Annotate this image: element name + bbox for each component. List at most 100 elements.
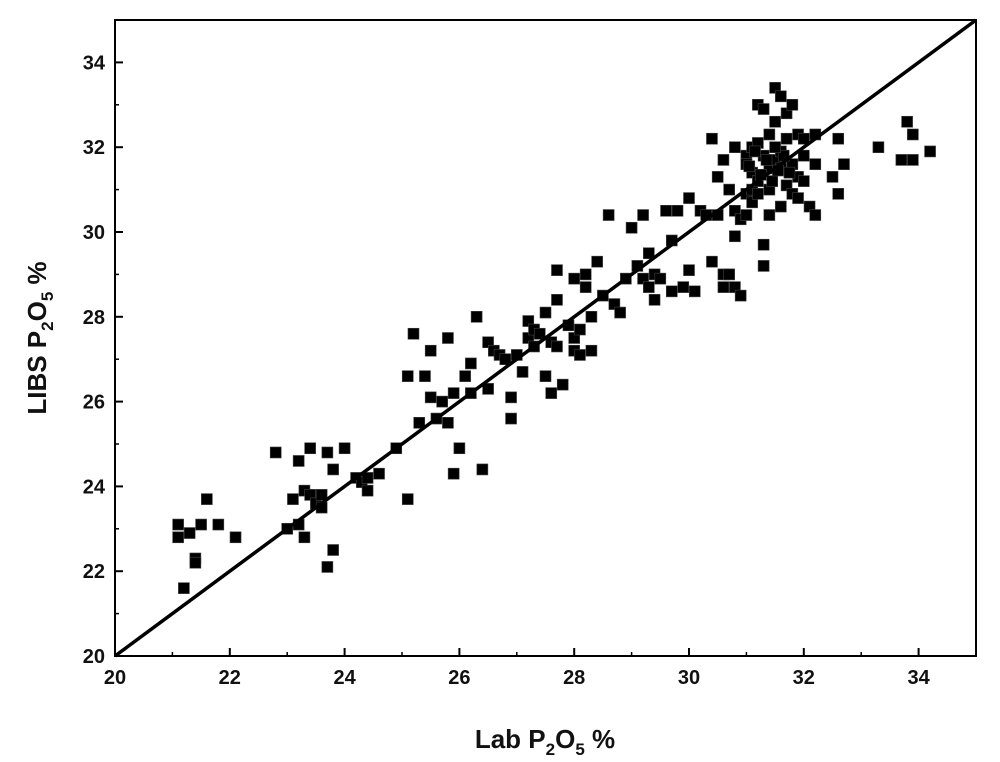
data-point (706, 255, 718, 268)
data-point (797, 149, 810, 162)
data-point (499, 353, 512, 366)
data-point (361, 472, 374, 484)
x-axis-title-sub2: 5 (575, 740, 584, 759)
x-tick-label: 22 (219, 667, 241, 689)
data-point (723, 268, 735, 281)
data-point (723, 183, 735, 196)
data-point (591, 255, 603, 268)
data-point (178, 582, 190, 594)
data-point (648, 294, 661, 306)
data-point (907, 128, 919, 141)
data-point (413, 416, 426, 429)
data-point (809, 158, 822, 170)
data-point (533, 327, 546, 340)
data-point (783, 166, 796, 179)
data-point (436, 395, 448, 408)
data-point (321, 561, 334, 573)
data-point (643, 281, 655, 293)
y-axis-title-tail: % (22, 261, 52, 291)
data-point (298, 531, 311, 544)
data-point (579, 281, 592, 293)
data-point (717, 281, 730, 293)
data-point (832, 188, 845, 200)
data-point (505, 391, 517, 404)
data-point (760, 154, 773, 166)
data-point (683, 264, 695, 276)
x-tick-label: 32 (793, 667, 815, 689)
data-point (574, 323, 586, 336)
data-point (797, 132, 810, 145)
data-point (321, 446, 334, 459)
y-tick-label: 34 (83, 52, 106, 74)
data-point (832, 132, 845, 145)
data-point (585, 310, 598, 323)
y-tick-label: 24 (83, 476, 106, 498)
data-point (671, 205, 684, 217)
y-tick-label: 26 (83, 392, 105, 414)
data-point (838, 158, 850, 170)
data-point (711, 171, 724, 183)
data-point (373, 467, 385, 480)
data-point (574, 349, 586, 361)
data-point (688, 285, 701, 298)
data-point (757, 260, 770, 272)
x-axis-title-tail: % (585, 724, 615, 754)
data-point (327, 463, 339, 476)
data-points (172, 82, 936, 594)
x-axis-title-main: Lab P (475, 724, 546, 754)
data-point (327, 544, 339, 556)
data-point (459, 370, 471, 382)
y-tick-label: 30 (83, 222, 105, 244)
data-point (315, 489, 328, 501)
data-point (614, 306, 626, 319)
data-point (826, 171, 839, 183)
data-point (683, 192, 695, 204)
data-point (470, 310, 483, 323)
data-point (453, 442, 466, 455)
y-axis-title-main: LIBS P (22, 331, 52, 415)
data-point (516, 366, 529, 378)
data-point (654, 272, 667, 285)
data-point (625, 221, 638, 234)
data-point (786, 99, 799, 111)
x-tick-label: 30 (678, 667, 700, 689)
data-point (172, 518, 184, 531)
y-axis-title-mid: O (22, 301, 52, 321)
data-point (476, 463, 489, 476)
data-point (419, 370, 431, 382)
data-point (734, 289, 747, 302)
data-point (729, 141, 741, 153)
data-point (749, 145, 761, 158)
data-point (602, 209, 615, 221)
data-point (901, 115, 913, 128)
data-point (401, 493, 414, 505)
data-point (551, 340, 563, 353)
y-tick-label: 32 (83, 137, 105, 159)
data-point (643, 247, 655, 259)
data-point (551, 264, 563, 276)
data-point (556, 378, 569, 391)
data-point (539, 370, 552, 382)
data-point (407, 327, 420, 340)
data-point (195, 518, 207, 531)
data-point (442, 416, 454, 429)
y-tick-label: 22 (83, 561, 105, 583)
data-point (660, 205, 672, 217)
y-axis-title: LIBS P2O5 % (22, 261, 57, 414)
data-point (740, 209, 753, 221)
data-point (757, 238, 770, 251)
data-point (637, 209, 649, 221)
data-point (924, 145, 936, 158)
data-point (797, 175, 810, 187)
data-point (752, 188, 764, 200)
y-tick-label: 20 (83, 646, 105, 668)
data-point (757, 103, 770, 115)
data-point (775, 90, 787, 103)
data-point (361, 484, 374, 497)
data-point (401, 370, 414, 382)
data-point (769, 141, 781, 153)
data-point (568, 272, 581, 285)
data-point (809, 209, 822, 221)
data-point (424, 344, 437, 357)
data-point (189, 556, 202, 569)
